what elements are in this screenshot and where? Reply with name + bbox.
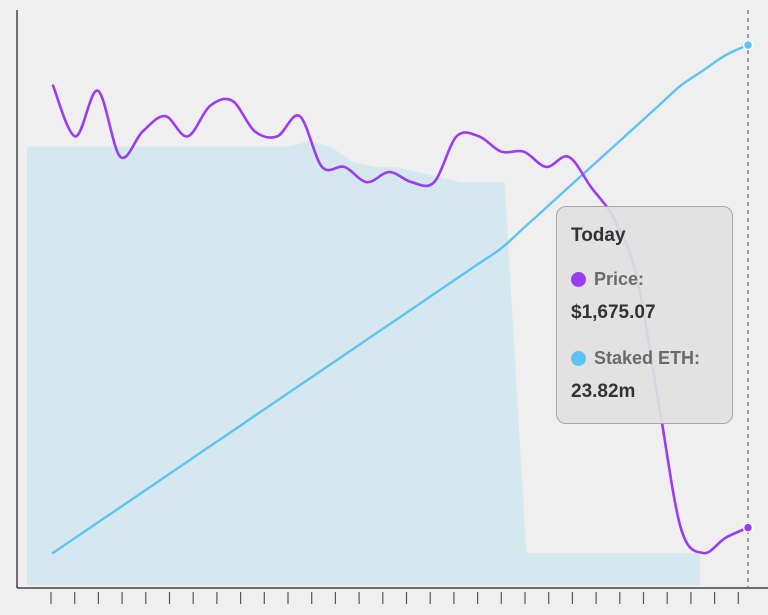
tooltip-price-value: $1,675.07 bbox=[571, 302, 656, 323]
tooltip-staked-value: 23.82m bbox=[571, 381, 636, 402]
axis-layer bbox=[16, 10, 768, 604]
staked-eth-line bbox=[51, 43, 750, 555]
staked-eth-marker bbox=[742, 39, 754, 51]
tooltip: Today Price: $1,675.07 Staked ETH: 23.82… bbox=[556, 206, 733, 424]
tooltip-price-row: Price: bbox=[571, 269, 718, 290]
price-legend-dot bbox=[571, 272, 586, 287]
tooltip-price-label: Price: bbox=[594, 269, 645, 289]
tooltip-staked-label: Staked ETH: bbox=[594, 348, 701, 368]
staked-area-layer bbox=[27, 141, 700, 585]
marker-layer bbox=[742, 39, 754, 533]
tooltip-title: Today bbox=[571, 225, 626, 246]
tooltip-staked-row: Staked ETH: bbox=[571, 348, 718, 369]
price-marker bbox=[742, 522, 754, 533]
staked-legend-dot bbox=[571, 351, 586, 366]
staked-area bbox=[27, 141, 700, 585]
